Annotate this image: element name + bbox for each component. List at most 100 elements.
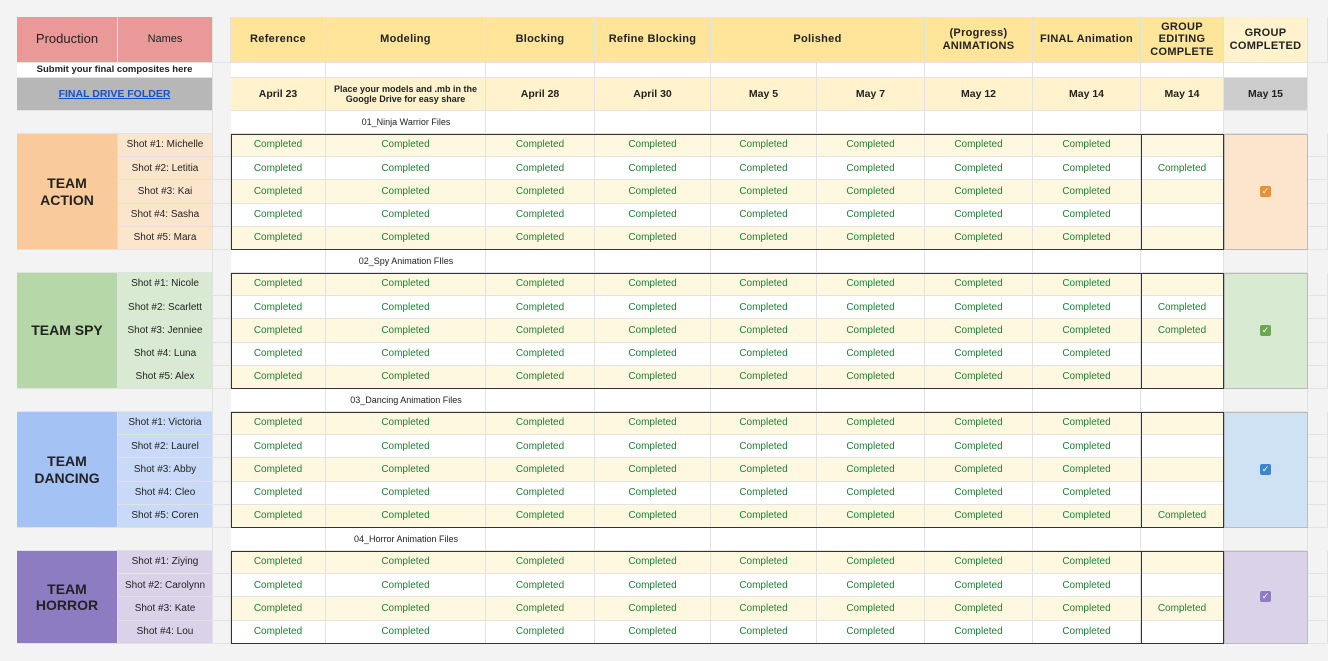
status-cell: Completed bbox=[711, 180, 817, 204]
status-cell: Completed bbox=[486, 226, 595, 250]
status-cell: Completed bbox=[711, 412, 817, 436]
status-cell: Completed bbox=[595, 226, 711, 250]
checkbox[interactable]: ✓ bbox=[1260, 325, 1271, 336]
status-cell: Completed bbox=[1033, 597, 1141, 621]
shot-name: Shot #1: Nicole bbox=[118, 273, 213, 297]
spacer bbox=[1308, 574, 1328, 598]
cell bbox=[595, 63, 711, 78]
status-cell: Completed bbox=[817, 504, 925, 528]
status-cell: Completed bbox=[326, 620, 486, 644]
cell bbox=[1033, 528, 1141, 551]
spacer bbox=[213, 157, 231, 181]
status-cell: Completed bbox=[326, 504, 486, 528]
header-cell: Production bbox=[17, 17, 118, 63]
status-cell: Completed bbox=[595, 273, 711, 297]
status-cell: Completed bbox=[711, 273, 817, 297]
shot-name: Shot #2: Letitia bbox=[118, 157, 213, 181]
status-cell: Completed bbox=[486, 365, 595, 389]
spacer bbox=[17, 528, 213, 551]
status-cell: Completed bbox=[595, 435, 711, 459]
cell bbox=[326, 250, 486, 273]
group-completed: ✓ bbox=[1224, 412, 1308, 528]
status-cell: Completed bbox=[925, 226, 1033, 250]
status-cell: Completed bbox=[231, 574, 326, 598]
spacer bbox=[213, 458, 231, 482]
date-cell: May 14 bbox=[1141, 78, 1224, 111]
status-cell: Completed bbox=[326, 458, 486, 482]
status-cell: Completed bbox=[925, 620, 1033, 644]
status-cell: Completed bbox=[326, 412, 486, 436]
cell bbox=[1033, 63, 1141, 78]
status-cell: Completed bbox=[925, 157, 1033, 181]
status-cell: Completed bbox=[817, 458, 925, 482]
status-cell: Completed bbox=[711, 203, 817, 227]
cell bbox=[925, 528, 1033, 551]
status-cell: Completed bbox=[486, 180, 595, 204]
status-cell: Completed bbox=[925, 203, 1033, 227]
spacer bbox=[1308, 226, 1328, 250]
checkbox[interactable]: ✓ bbox=[1260, 464, 1271, 475]
header-cell: Reference bbox=[231, 17, 326, 63]
status-cell: Completed bbox=[231, 597, 326, 621]
status-cell: Completed bbox=[925, 319, 1033, 343]
spacer bbox=[213, 412, 231, 436]
status-cell: Completed bbox=[711, 597, 817, 621]
date-cell: April 30 bbox=[595, 78, 711, 111]
shot-name: Shot #4: Luna bbox=[118, 342, 213, 366]
status-cell: Completed bbox=[486, 551, 595, 575]
status-cell: Completed bbox=[231, 365, 326, 389]
spacer bbox=[1308, 203, 1328, 227]
date-cell: May 7 bbox=[817, 78, 925, 111]
cell bbox=[595, 528, 711, 551]
status-cell: Completed bbox=[817, 481, 925, 505]
cell bbox=[711, 111, 817, 134]
drive-folder-link[interactable]: FINAL DRIVE FOLDER bbox=[17, 78, 213, 111]
status-cell: Completed bbox=[231, 412, 326, 436]
status-cell: Completed bbox=[326, 435, 486, 459]
status-cell: Completed bbox=[231, 180, 326, 204]
status-cell: Completed bbox=[231, 134, 326, 158]
checkbox[interactable]: ✓ bbox=[1260, 591, 1271, 603]
spacer bbox=[213, 273, 231, 297]
status-cell: Completed bbox=[595, 597, 711, 621]
status-cell: Completed bbox=[326, 597, 486, 621]
cell bbox=[1033, 389, 1141, 412]
spacer bbox=[213, 296, 231, 320]
spacer bbox=[213, 597, 231, 621]
group-editing-cell: Completed bbox=[1141, 296, 1224, 320]
status-cell: Completed bbox=[711, 134, 817, 158]
status-cell: Completed bbox=[1033, 180, 1141, 204]
status-cell: Completed bbox=[925, 481, 1033, 505]
date-cell: Place your models and .mb in the Google … bbox=[326, 78, 486, 111]
cell bbox=[486, 63, 595, 78]
shot-name: Shot #4: Sasha bbox=[118, 203, 213, 227]
cell bbox=[486, 111, 595, 134]
status-cell: Completed bbox=[925, 458, 1033, 482]
spacer bbox=[1308, 273, 1328, 297]
group-editing-cell bbox=[1141, 134, 1224, 158]
status-cell: Completed bbox=[486, 504, 595, 528]
header-cell: GROUP EDITING COMPLETE bbox=[1141, 17, 1224, 63]
status-cell: Completed bbox=[231, 296, 326, 320]
group-editing-cell bbox=[1141, 273, 1224, 297]
status-cell: Completed bbox=[326, 296, 486, 320]
cell bbox=[711, 389, 817, 412]
cell bbox=[925, 111, 1033, 134]
header-cell: GROUP COMPLETED bbox=[1224, 17, 1308, 63]
folder-label: 03_Dancing Animation Files bbox=[350, 395, 462, 406]
spacer bbox=[213, 620, 231, 644]
status-cell: Completed bbox=[595, 620, 711, 644]
status-cell: Completed bbox=[1033, 134, 1141, 158]
status-cell: Completed bbox=[1033, 296, 1141, 320]
cell bbox=[326, 111, 486, 134]
status-cell: Completed bbox=[1033, 504, 1141, 528]
status-cell: Completed bbox=[711, 157, 817, 181]
checkbox[interactable]: ✓ bbox=[1260, 186, 1271, 197]
cell bbox=[486, 528, 595, 551]
group-editing-cell: Completed bbox=[1141, 504, 1224, 528]
shot-name: Shot #3: Jenniee bbox=[118, 319, 213, 343]
spacer bbox=[1308, 134, 1328, 158]
spacer bbox=[213, 134, 231, 158]
header-cell: (Progress) ANIMATIONS bbox=[925, 17, 1033, 63]
cell bbox=[1141, 389, 1224, 412]
